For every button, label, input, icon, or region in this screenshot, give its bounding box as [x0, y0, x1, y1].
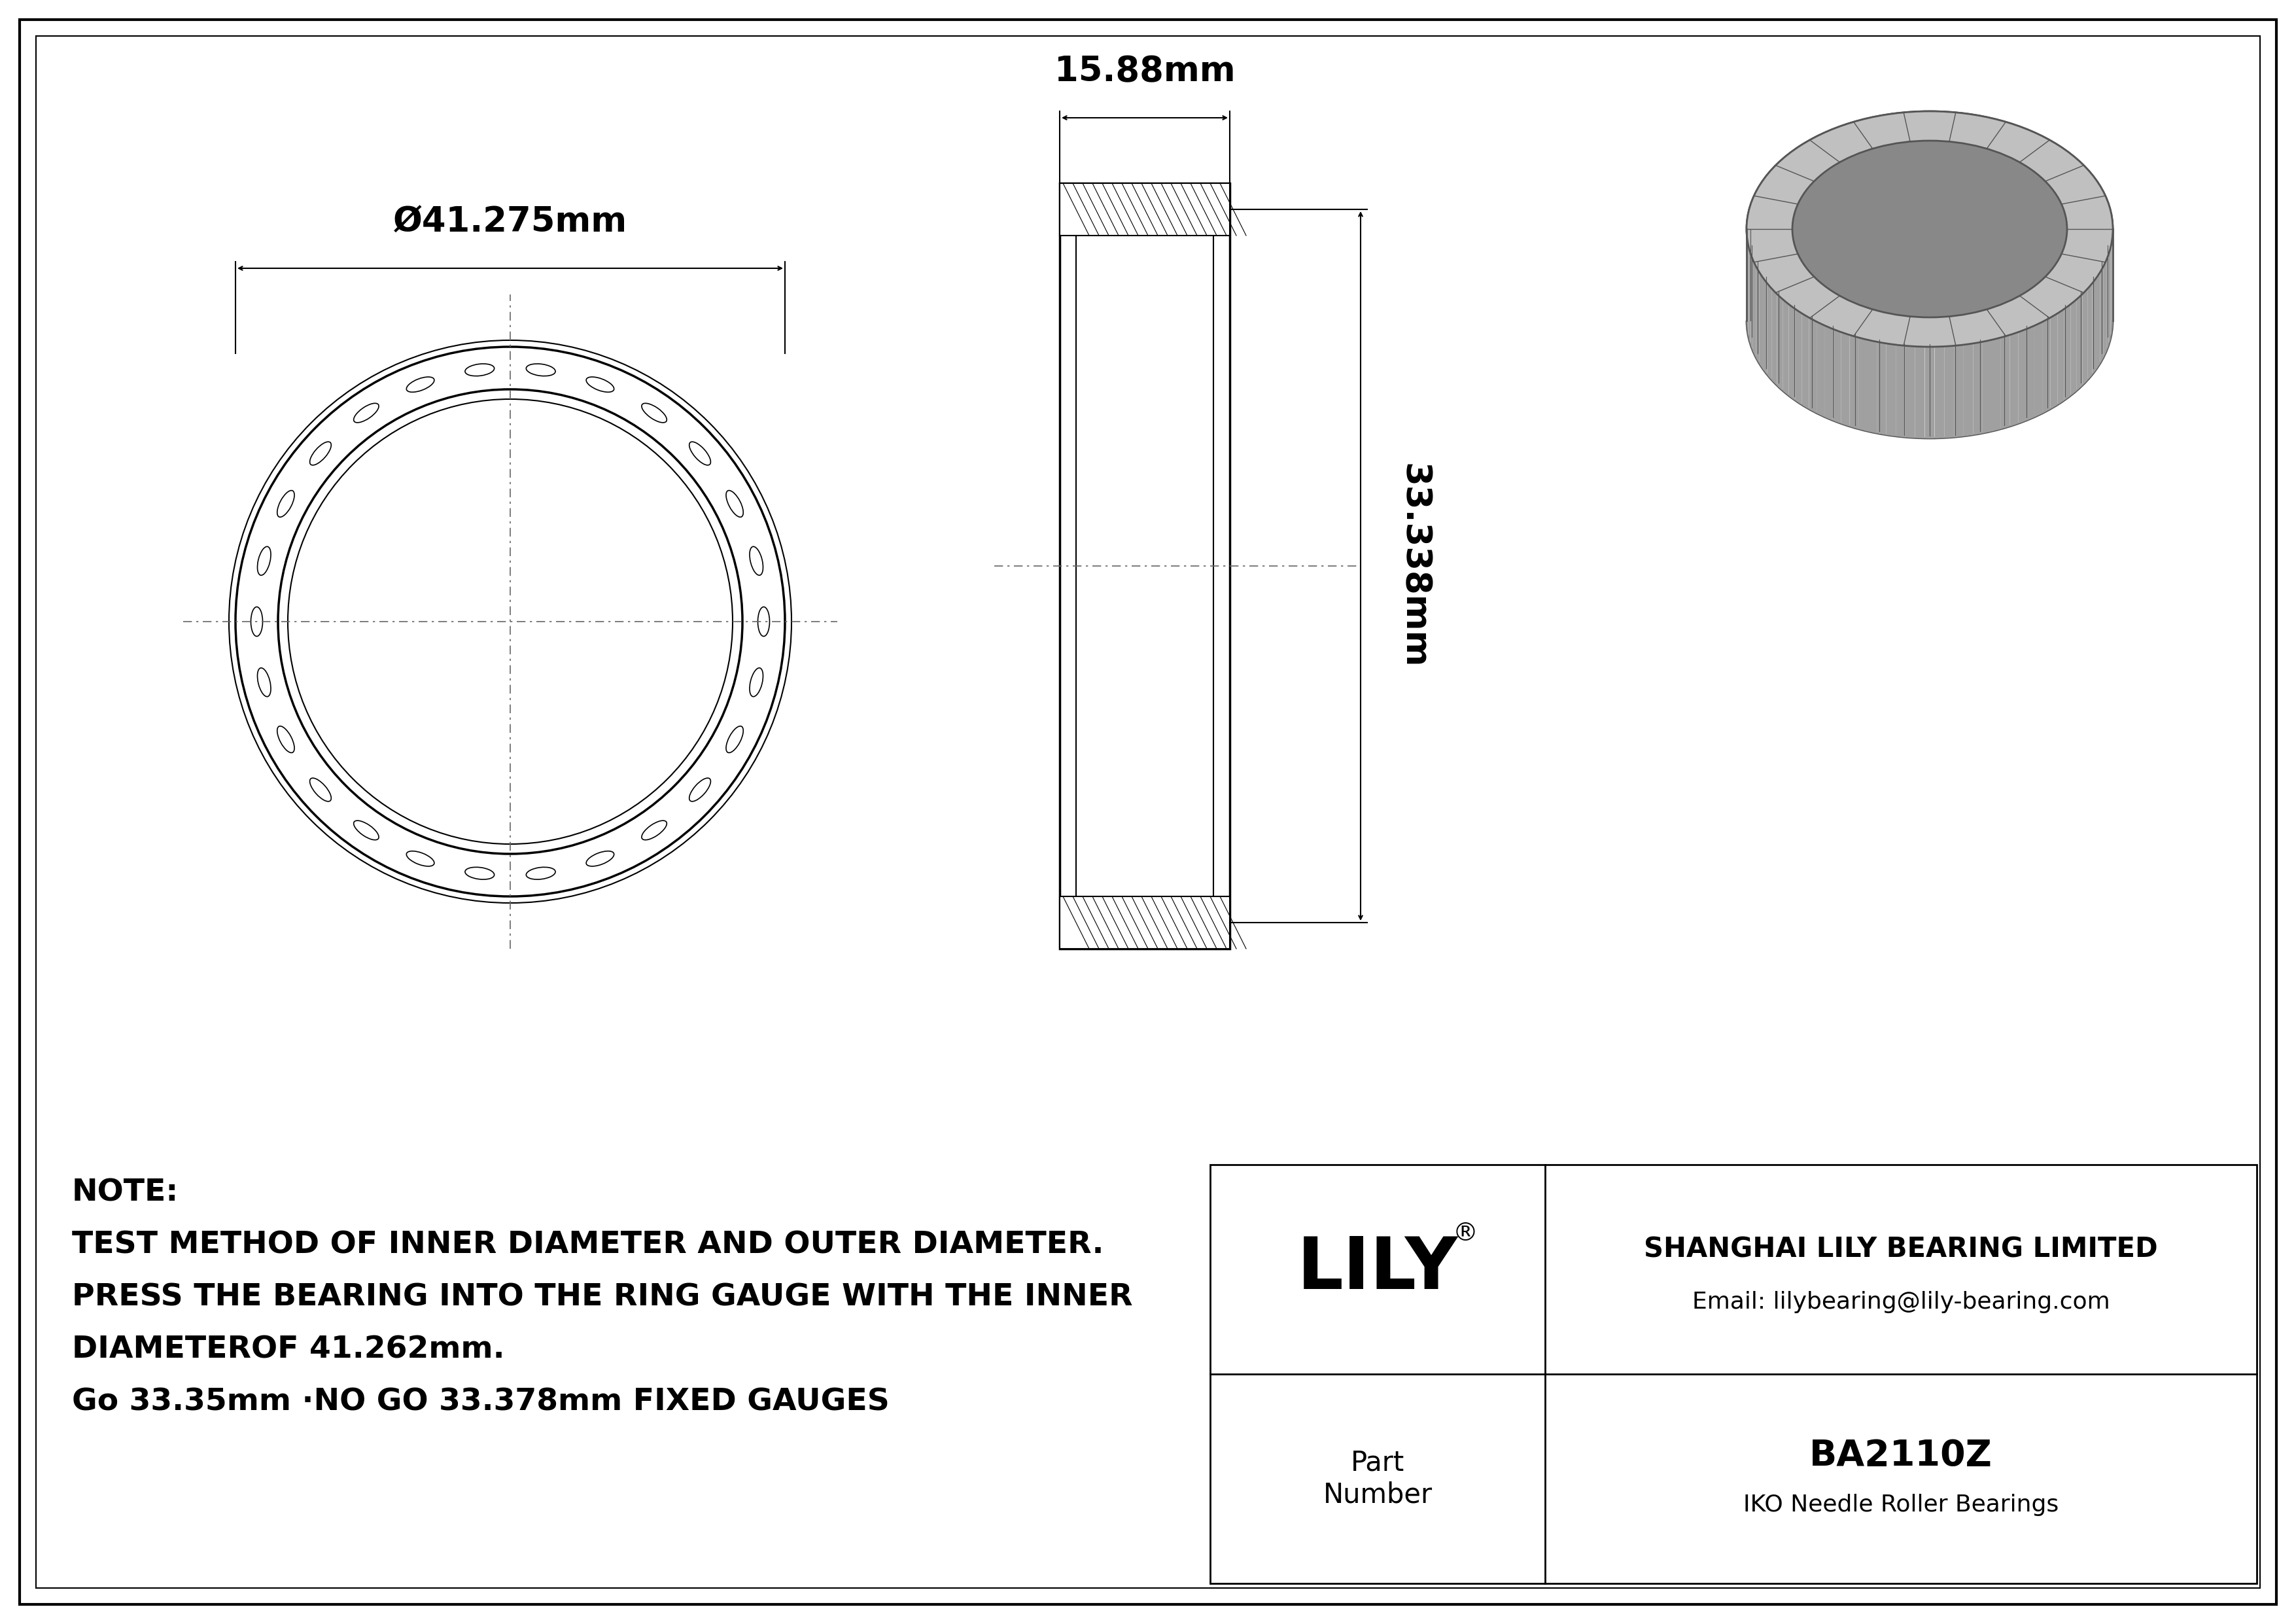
Text: Ø41.275mm: Ø41.275mm — [393, 205, 627, 239]
Ellipse shape — [1747, 110, 2112, 348]
Ellipse shape — [1793, 141, 2066, 317]
Polygon shape — [2018, 328, 2027, 424]
Polygon shape — [1841, 331, 1851, 427]
Polygon shape — [1789, 304, 1795, 401]
Polygon shape — [1809, 318, 1816, 412]
Bar — [1061, 896, 1231, 948]
Polygon shape — [1972, 341, 1981, 435]
Ellipse shape — [1747, 110, 2112, 348]
Bar — [1061, 184, 1231, 948]
Bar — [1077, 209, 1212, 922]
Polygon shape — [1750, 253, 1752, 352]
Polygon shape — [2034, 322, 2043, 417]
Text: NOTE:: NOTE: — [71, 1177, 179, 1207]
Bar — [1061, 184, 1231, 235]
Text: LILY: LILY — [1297, 1234, 1458, 1304]
Text: Part
Number: Part Number — [1322, 1449, 1433, 1509]
Polygon shape — [2000, 335, 2009, 429]
Polygon shape — [1763, 278, 1768, 375]
Text: BA2110Z: BA2110Z — [1809, 1439, 1993, 1473]
Polygon shape — [2103, 260, 2105, 357]
Text: 33.338mm: 33.338mm — [1396, 463, 1430, 669]
Polygon shape — [2096, 271, 2101, 369]
Polygon shape — [1876, 341, 1887, 435]
Text: DIAMETEROF 41.262mm.: DIAMETEROF 41.262mm. — [71, 1335, 505, 1364]
Polygon shape — [1896, 344, 1906, 437]
Polygon shape — [1981, 339, 1993, 434]
Text: IKO Needle Roller Bearings: IKO Needle Roller Bearings — [1743, 1494, 2060, 1517]
Polygon shape — [2071, 299, 2076, 396]
Polygon shape — [1756, 266, 1759, 364]
Polygon shape — [2076, 294, 2082, 391]
Text: Go 33.35mm ·NO GO 33.378mm FIXED GAUGES: Go 33.35mm ·NO GO 33.378mm FIXED GAUGES — [71, 1387, 889, 1416]
Polygon shape — [2101, 266, 2103, 364]
Polygon shape — [2057, 309, 2064, 404]
Text: TEST METHOD OF INNER DIAMETER AND OUTER DIAMETER.: TEST METHOD OF INNER DIAMETER AND OUTER … — [71, 1229, 1104, 1260]
Polygon shape — [1924, 348, 1936, 438]
Polygon shape — [1857, 338, 1867, 432]
Polygon shape — [1887, 343, 1896, 437]
Polygon shape — [1945, 346, 1954, 438]
Polygon shape — [1963, 343, 1972, 437]
Polygon shape — [1867, 339, 1876, 434]
Polygon shape — [1802, 313, 1809, 409]
Polygon shape — [2064, 304, 2071, 401]
Polygon shape — [1954, 344, 1963, 437]
Polygon shape — [1773, 289, 1777, 387]
Polygon shape — [1825, 325, 1832, 421]
Polygon shape — [1936, 346, 1945, 438]
Ellipse shape — [1793, 141, 2066, 317]
Polygon shape — [1752, 260, 1756, 357]
Polygon shape — [1993, 338, 2000, 432]
Polygon shape — [2092, 278, 2096, 375]
Polygon shape — [1851, 335, 1857, 429]
Polygon shape — [2027, 325, 2034, 421]
Polygon shape — [2087, 283, 2092, 380]
Text: ®: ® — [1453, 1221, 1479, 1246]
Polygon shape — [1768, 283, 1773, 380]
Polygon shape — [1915, 346, 1924, 438]
Text: SHANGHAI LILY BEARING LIMITED: SHANGHAI LILY BEARING LIMITED — [1644, 1236, 2158, 1263]
Polygon shape — [1759, 271, 1763, 369]
Polygon shape — [1832, 328, 1841, 424]
Polygon shape — [1795, 309, 1802, 404]
Text: Email: lilybearing@lily-bearing.com: Email: lilybearing@lily-bearing.com — [1692, 1291, 2110, 1314]
Polygon shape — [2050, 313, 2057, 409]
Polygon shape — [1777, 294, 1782, 391]
Polygon shape — [1782, 299, 1789, 396]
Polygon shape — [1816, 322, 1825, 417]
Polygon shape — [1906, 346, 1915, 438]
Polygon shape — [2009, 331, 2018, 427]
Bar — [1210, 1164, 2257, 1583]
Polygon shape — [2082, 289, 2087, 387]
Polygon shape — [2105, 253, 2108, 352]
Text: PRESS THE BEARING INTO THE RING GAUGE WITH THE INNER: PRESS THE BEARING INTO THE RING GAUGE WI… — [71, 1283, 1132, 1312]
Text: 15.88mm: 15.88mm — [1054, 54, 1235, 88]
Polygon shape — [2043, 318, 2050, 412]
